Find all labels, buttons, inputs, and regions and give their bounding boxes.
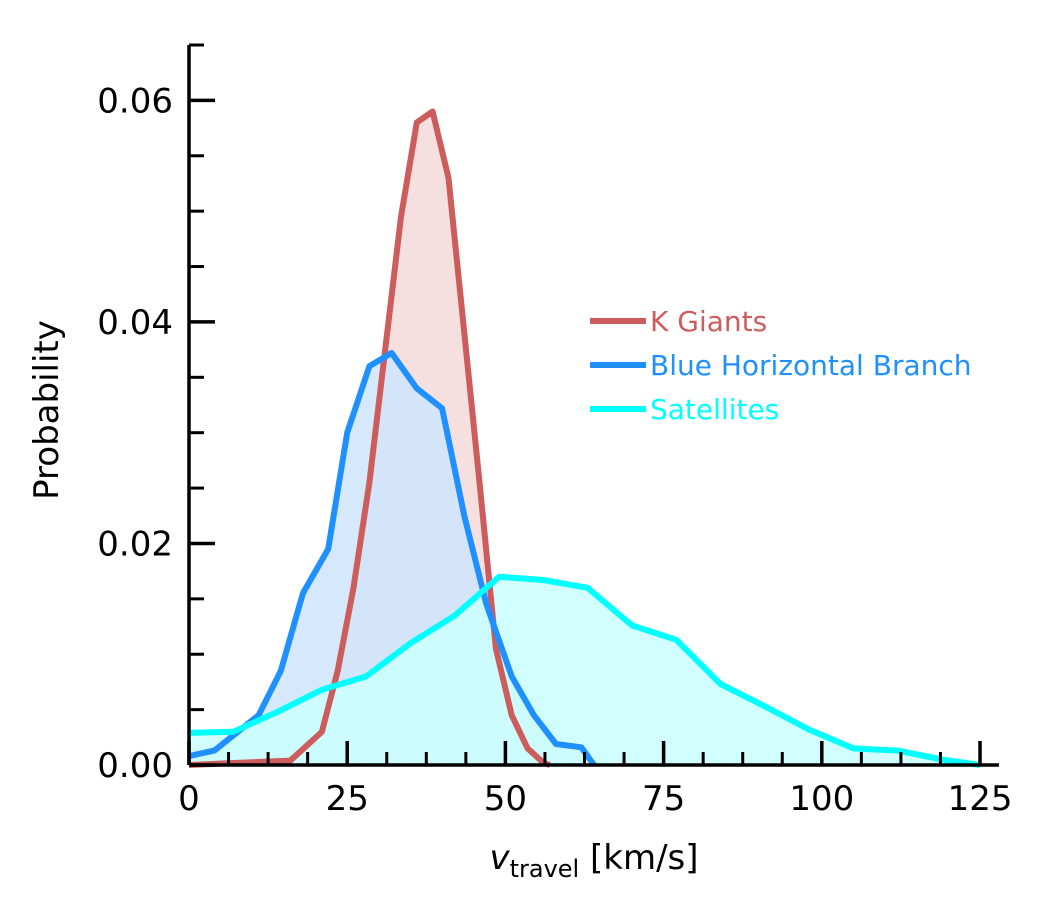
y-tick-label: 0.04: [97, 303, 173, 343]
x-tick-label: 100: [789, 779, 854, 819]
x-axis-label-subscript: travel: [510, 855, 580, 883]
series-line-1: [188, 349, 597, 767]
y-axis-label: Probability: [27, 320, 67, 500]
series-line-0: [188, 108, 551, 768]
axes: [187, 45, 999, 767]
x-tick-label: 75: [642, 779, 685, 819]
series-fills: [189, 111, 980, 765]
x-axis-label-symbol: v: [489, 838, 510, 878]
series-lines: [188, 108, 981, 768]
y-tick-label: 0.02: [97, 524, 173, 564]
legend: K Giants Blue Horizontal Branch Satellites: [590, 305, 972, 426]
x-tick-label: 25: [326, 779, 369, 819]
x-axis-label-unit: [km/s]: [579, 838, 698, 878]
x-tick-label: 50: [484, 779, 527, 819]
x-tick-label: 0: [178, 779, 200, 819]
legend-label-0: K Giants: [650, 305, 767, 338]
legend-label-2: Satellites: [650, 393, 779, 426]
legend-label-1: Blue Horizontal Branch: [650, 349, 972, 382]
y-tick-label: 0.06: [97, 81, 173, 121]
x-tick-label: 125: [948, 779, 1013, 819]
y-tick-label: 0.00: [97, 746, 173, 786]
ticks: 0 25 50 75 100 125 0.00 0.02 0.04 0.06: [97, 43, 1013, 819]
x-axis-label: vtravel [km/s]: [489, 838, 698, 883]
series-line-2: [188, 573, 981, 768]
